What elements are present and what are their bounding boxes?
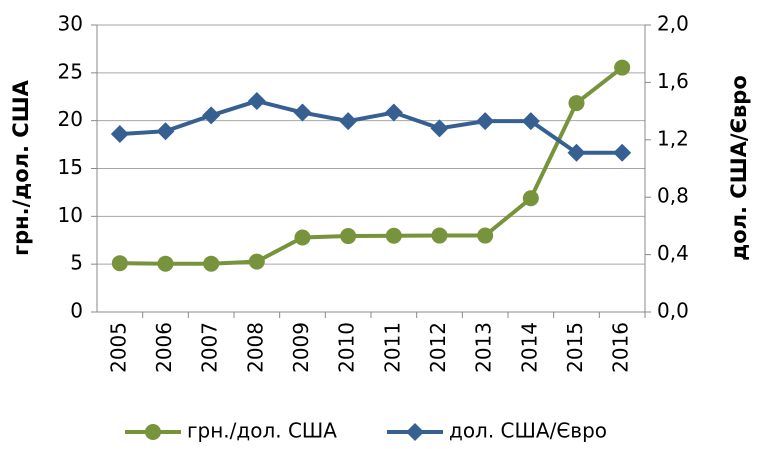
data-point [247, 92, 266, 111]
y2-tick-label: 0,0 [657, 299, 689, 323]
data-point [111, 255, 128, 272]
data-point [156, 122, 175, 141]
data-point [614, 59, 631, 76]
data-point [385, 227, 402, 244]
data-point [567, 143, 586, 162]
x-tick-label: 2009 [289, 322, 313, 373]
y2-tick-label: 1,6 [657, 69, 689, 93]
x-tick-label: 2012 [426, 322, 450, 373]
y-tick-label: 30 [58, 12, 83, 36]
data-point [203, 255, 220, 272]
y-tick-label: 20 [58, 107, 83, 131]
y2-tick-label: 2,0 [657, 12, 689, 36]
y2-tick-label: 0,8 [657, 184, 689, 208]
data-point [477, 227, 494, 244]
data-point [293, 103, 312, 122]
y2-tick-label: 1,2 [657, 126, 689, 150]
legend-label: дол. США/Євро [449, 419, 607, 443]
y-tick-label: 10 [58, 203, 83, 227]
x-tick-label: 2013 [472, 322, 496, 373]
data-point [476, 112, 495, 131]
x-tick-label: 2010 [335, 322, 359, 373]
data-point [384, 103, 403, 122]
y2-tick-label: 0,4 [657, 241, 689, 265]
data-point [202, 106, 221, 125]
data-point [568, 95, 585, 112]
x-tick-label: 2005 [106, 322, 130, 373]
y-tick-label: 0 [70, 299, 83, 323]
data-point [110, 125, 129, 144]
x-tick-label: 2011 [380, 322, 404, 373]
y2-axis-title: дол. США/Євро [727, 75, 751, 261]
x-tick-label: 2016 [609, 322, 633, 373]
y-tick-label: 15 [58, 155, 83, 179]
x-tick-label: 2015 [563, 322, 587, 373]
y-axis-title: грн./дол. США [9, 79, 33, 256]
legend-marker [145, 424, 161, 440]
data-point [613, 143, 632, 162]
x-tick-label: 2007 [198, 322, 222, 373]
x-tick-label: 2008 [243, 322, 267, 373]
legend-marker [405, 423, 424, 441]
data-point [521, 112, 540, 131]
data-point [339, 112, 358, 131]
legend-label: грн./дол. США [187, 419, 337, 443]
data-point [430, 119, 449, 138]
data-point [294, 229, 311, 246]
y-tick-label: 5 [70, 251, 83, 275]
series-line [119, 65, 624, 266]
data-point [340, 228, 357, 245]
data-point [522, 190, 539, 207]
x-tick-label: 2014 [517, 322, 541, 373]
data-point [157, 255, 174, 272]
data-point [431, 227, 448, 244]
data-point [248, 253, 265, 270]
x-tick-label: 2006 [152, 322, 176, 373]
y-tick-label: 25 [58, 59, 83, 83]
series-line [119, 98, 623, 155]
